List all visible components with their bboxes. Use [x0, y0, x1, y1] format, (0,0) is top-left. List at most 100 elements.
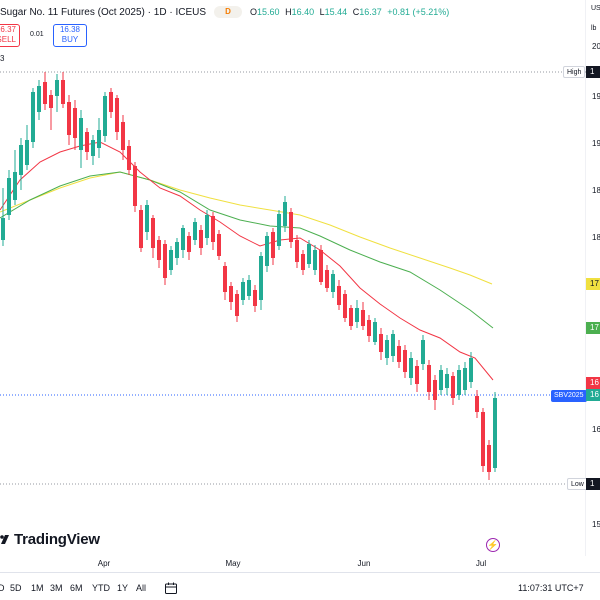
candle: [151, 215, 155, 258]
candle: [103, 92, 107, 142]
axis-tick: 19: [592, 92, 600, 101]
candle: [421, 335, 425, 370]
timeframe-1m-button[interactable]: 1M: [31, 583, 44, 593]
candle: [265, 232, 269, 272]
candle: [139, 205, 143, 252]
low-value: 15.44: [324, 7, 348, 17]
time-label: Apr: [97, 559, 111, 568]
candle: [115, 95, 119, 140]
candle: [13, 150, 17, 205]
timeframe-5d-button[interactable]: 5D: [10, 583, 22, 593]
candle: [301, 250, 305, 275]
ma-fast-line: [0, 141, 494, 381]
symbol-price-label: SBV2025: [551, 390, 587, 402]
timeframe-3m-button[interactable]: 3M: [50, 583, 63, 593]
time-label: Jun: [357, 559, 371, 568]
candle: [427, 360, 431, 400]
buy-label: BUY: [61, 35, 79, 44]
clock-display[interactable]: 11:07:31 UTC+7: [518, 583, 584, 593]
buy-button[interactable]: 16.38 BUY: [53, 24, 87, 47]
price-chart[interactable]: [0, 0, 586, 556]
buy-price: 16.38: [59, 25, 81, 34]
candle: [79, 110, 83, 168]
candle: [187, 232, 191, 260]
low-label: Low: [567, 478, 588, 490]
axis-unit-bottom: lb: [591, 25, 597, 32]
candle: [73, 100, 77, 150]
timeframe-6m-button[interactable]: 6M: [70, 583, 83, 593]
candle: [469, 352, 473, 388]
tradingview-logo[interactable]: TradingView: [0, 531, 100, 548]
axis-tick: 19: [592, 139, 600, 148]
volume-legend: 3: [0, 54, 5, 63]
candle: [199, 225, 203, 255]
candle: [157, 236, 161, 268]
candle: [109, 88, 113, 118]
candle: [373, 318, 377, 345]
axis-tag-last-price: 16: [586, 389, 600, 401]
timeframe-all-button[interactable]: All: [136, 583, 147, 593]
candle: [37, 80, 41, 120]
candle: [397, 340, 401, 368]
spread-value: 0.01: [30, 31, 44, 38]
flash-icon[interactable]: ⚡: [486, 538, 500, 552]
candle: [391, 330, 395, 362]
candle: [331, 270, 335, 298]
candle: [271, 228, 275, 265]
candle: [43, 72, 47, 110]
candle: [343, 290, 347, 322]
axis-tag-ma-fast: 16: [586, 377, 600, 389]
price-axis[interactable]: US lb 20 1 19 19 18 18 17 17 16 16 16 1 …: [586, 0, 600, 560]
candle: [61, 72, 65, 108]
calendar-icon[interactable]: [164, 581, 178, 595]
data-badge[interactable]: D: [214, 6, 243, 18]
timeframe-1y-button[interactable]: 1Y: [117, 583, 129, 593]
axis-tick: 20: [592, 42, 600, 51]
candle: [25, 125, 29, 170]
candle: [217, 230, 221, 260]
close-value: 16.37: [359, 7, 382, 17]
candle: [91, 135, 95, 165]
candle: [97, 118, 101, 158]
candle: [163, 240, 167, 285]
change-value: +0.81 (+5.21%): [387, 7, 450, 17]
ohlc-values: O15.60 H16.40 L15.44 C16.37 +0.81 (+5.21…: [250, 7, 450, 17]
candle: [325, 265, 329, 292]
candle: [355, 300, 359, 328]
timeframe-d-button[interactable]: D: [0, 583, 5, 593]
candle: [247, 275, 251, 300]
sell-price: 16.37: [0, 25, 16, 34]
sell-button[interactable]: 16.37 SELL: [0, 24, 20, 47]
moving-averages: [0, 141, 494, 381]
candle: [319, 245, 323, 285]
candles: [1, 72, 497, 480]
candle: [289, 208, 293, 248]
candle: [223, 262, 227, 300]
time-label: Jul: [475, 559, 487, 568]
bottom-divider: [0, 572, 600, 573]
axis-tick: 18: [592, 233, 600, 242]
candle: [169, 246, 173, 275]
candle: [67, 95, 71, 145]
candle: [445, 368, 449, 395]
time-axis[interactable]: Apr May Jun Jul: [0, 556, 586, 570]
candle: [493, 392, 497, 472]
candle: [481, 408, 485, 472]
axis-tick: 16: [592, 425, 600, 434]
candle: [277, 210, 281, 250]
candle: [457, 365, 461, 400]
candle: [7, 170, 11, 220]
bottom-toolbar: D 5D 1M 3M 6M YTD 1Y All 11:07:31 UTC+7: [0, 573, 600, 600]
sell-label: SELL: [0, 35, 16, 44]
candle: [145, 200, 149, 240]
candle: [49, 90, 53, 130]
timeframe-ytd-button[interactable]: YTD: [92, 583, 110, 593]
candle: [133, 162, 137, 212]
chart-header: Sugar No. 11 Futures (Oct 2025) · 1D · I…: [0, 0, 586, 70]
candle: [307, 240, 311, 268]
symbol-title[interactable]: Sugar No. 11 Futures (Oct 2025) · 1D · I…: [0, 6, 207, 18]
candle: [361, 302, 365, 330]
candle: [283, 196, 287, 232]
axis-tick: 15: [592, 520, 600, 529]
axis-tag-low: 1: [586, 478, 600, 490]
